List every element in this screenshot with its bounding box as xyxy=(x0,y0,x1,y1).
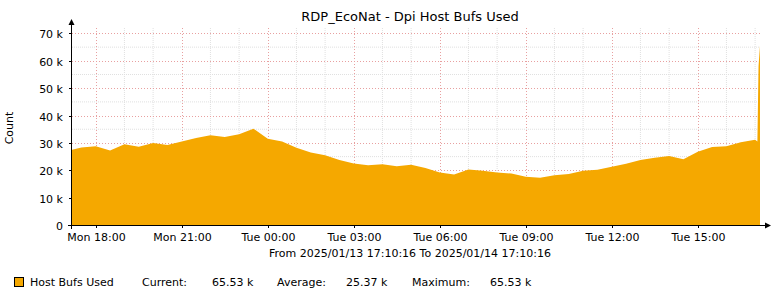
legend: Host Bufs Used Current: 65.53 k Average: 25.… xyxy=(15,276,532,289)
chart: 0 10 k 20 k 30 k 40 k 50 k 60 k 70 k Mon 18:00 Mo… xyxy=(0,0,780,298)
y-label: Count xyxy=(3,111,16,144)
minor-grid xyxy=(72,101,760,102)
minor-grid xyxy=(72,74,760,75)
y-tick-label: 40 k xyxy=(39,111,63,124)
stat-label: Average: xyxy=(277,276,326,289)
grid-line xyxy=(72,61,760,62)
x-axis xyxy=(68,225,766,226)
grid-line xyxy=(72,88,760,89)
y-axis-arrow xyxy=(69,19,75,25)
title: RDP_EcoNat - Dpi Host Bufs Used xyxy=(301,9,518,24)
y-tick-label: 50 k xyxy=(39,83,63,96)
plot-data xyxy=(72,46,760,225)
x-tick-label: Mon 18:00 xyxy=(67,231,125,244)
x-tick-label: Tue 09:00 xyxy=(499,231,554,244)
y-axis xyxy=(71,24,72,229)
x-tick-label: Tue 12:00 xyxy=(585,231,640,244)
x-tick-label: Tue 15:00 xyxy=(671,231,726,244)
grid-line xyxy=(72,33,760,34)
y-tick-label: 10 k xyxy=(39,193,63,206)
legend-label: Host Bufs Used xyxy=(30,276,114,289)
background xyxy=(0,0,780,298)
stat-label: Current: xyxy=(142,276,187,289)
minor-grid xyxy=(72,47,760,48)
y-tick-label: 70 k xyxy=(39,28,63,41)
legend-swatch xyxy=(15,278,24,287)
stat-value: 65.53 k xyxy=(490,276,532,289)
stat-label: Maximum: xyxy=(412,276,470,289)
area xyxy=(72,46,760,225)
minor-grid xyxy=(72,129,760,130)
x-tick-label: Mon 21:00 xyxy=(153,231,211,244)
y-tick-label: 0 xyxy=(56,220,63,233)
y-tick-label: 30 k xyxy=(39,138,63,151)
x-axis-arrow xyxy=(765,223,771,229)
x-tick-label: Tue 06:00 xyxy=(413,231,468,244)
grid xyxy=(72,28,760,225)
stat-value: 65.53 k xyxy=(212,276,254,289)
x-tick-label: Tue 00:00 xyxy=(241,231,296,244)
stat-value: 25.37 k xyxy=(346,276,388,289)
y-tick-label: 60 k xyxy=(39,56,63,69)
y-tick-label: 20 k xyxy=(39,165,63,178)
x-tick-label: Tue 03:00 xyxy=(327,231,382,244)
subtitle: From 2025/01/13 17:10:16 To 2025/01/14 1… xyxy=(269,247,551,260)
grid-line xyxy=(72,116,760,117)
